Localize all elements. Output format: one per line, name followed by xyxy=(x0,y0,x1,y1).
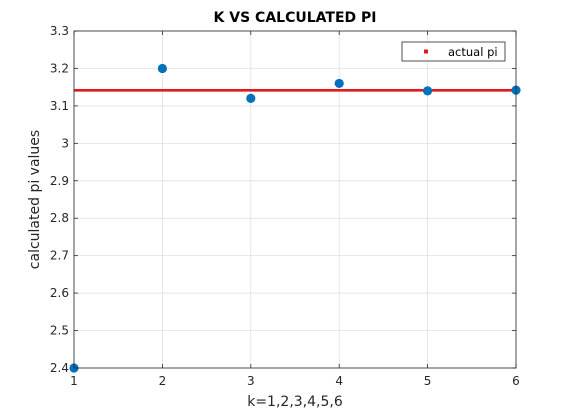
chart-title: K VS CALCULATED PI xyxy=(214,10,377,26)
legend-label-actual-pi: actual pi xyxy=(448,45,498,59)
legend: actual pi xyxy=(401,41,506,62)
x-tick-label: 1 xyxy=(70,374,78,388)
y-tick-label: 3.3 xyxy=(50,24,69,38)
y-axis-label: calculated pi values xyxy=(27,130,43,269)
y-ticks: 2.4 2.5 2.6 2.7 2.8 2.9 3 3.1 3.2 3.3 xyxy=(50,24,516,375)
x-tick-label: 3 xyxy=(247,374,255,388)
x-tick-label: 4 xyxy=(335,374,343,388)
y-tick-label: 2.4 xyxy=(50,361,69,375)
x-axis-label: k=1,2,3,4,5,6 xyxy=(247,394,343,410)
x-ticks: 1 2 3 4 5 6 xyxy=(70,31,520,388)
x-tick-label: 2 xyxy=(159,374,167,388)
legend-swatch-actual-pi xyxy=(424,49,428,54)
plot-background xyxy=(74,31,516,368)
y-tick-label: 2.5 xyxy=(50,324,69,338)
y-tick-label: 2.8 xyxy=(50,211,69,225)
y-tick-label: 2.7 xyxy=(50,249,69,263)
x-tick-label: 6 xyxy=(512,374,520,388)
data-point xyxy=(423,86,433,96)
y-tick-label: 3.2 xyxy=(50,61,69,75)
data-points xyxy=(69,63,521,373)
data-point xyxy=(157,63,167,74)
data-point xyxy=(246,93,256,103)
data-point xyxy=(334,78,344,89)
y-tick-label: 3 xyxy=(61,136,69,150)
y-tick-label: 2.6 xyxy=(50,286,69,300)
plot-frame xyxy=(73,30,517,369)
y-tick-label: 2.9 xyxy=(50,174,69,188)
x-tick-label: 5 xyxy=(424,374,432,388)
y-tick-label: 3.1 xyxy=(50,99,69,113)
legend-box xyxy=(401,41,506,62)
